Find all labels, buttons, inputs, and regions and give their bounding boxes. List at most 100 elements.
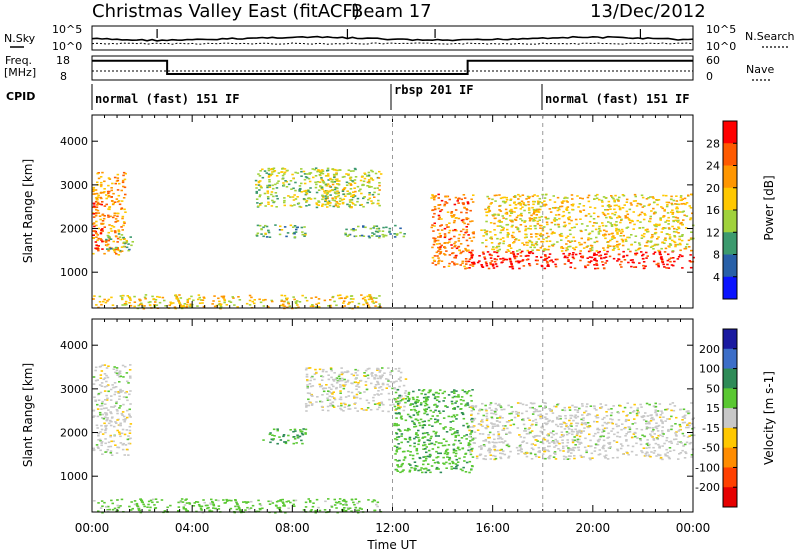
data-cell xyxy=(428,443,431,445)
data-cell xyxy=(357,391,361,393)
data-cell xyxy=(424,444,427,446)
data-cell xyxy=(119,422,122,425)
data-cell xyxy=(509,198,513,201)
data-cell xyxy=(630,234,633,236)
data-cell xyxy=(109,424,113,427)
noise-tick-left-bottom: 10^0 xyxy=(52,40,82,53)
data-cell xyxy=(661,458,664,461)
data-cell xyxy=(331,396,334,398)
data-cell xyxy=(344,195,347,197)
data-cell xyxy=(575,422,578,424)
data-cell xyxy=(543,422,547,424)
data-cell xyxy=(393,381,396,383)
data-cell xyxy=(498,221,502,223)
data-cell xyxy=(379,386,383,388)
data-cell xyxy=(138,509,142,512)
data-cell xyxy=(408,470,411,473)
data-cell xyxy=(553,217,557,219)
data-cell xyxy=(610,217,613,220)
data-cell xyxy=(149,304,152,307)
data-cell xyxy=(466,244,470,247)
data-cell xyxy=(473,442,476,444)
data-cell xyxy=(670,442,673,444)
data-cell xyxy=(287,507,290,510)
data-cell xyxy=(511,410,515,413)
data-cell xyxy=(628,426,632,429)
data-cell xyxy=(471,265,475,267)
data-cell xyxy=(622,453,625,455)
data-cell xyxy=(486,251,490,253)
data-cell xyxy=(217,499,220,502)
data-cell xyxy=(667,428,670,431)
data-cell xyxy=(110,296,113,299)
data-cell xyxy=(301,231,304,233)
data-cell xyxy=(455,414,459,416)
data-cell xyxy=(597,453,601,456)
data-cell xyxy=(492,454,495,457)
data-cell xyxy=(619,405,622,407)
data-cell xyxy=(506,228,509,231)
data-cell xyxy=(370,186,373,188)
data-cell xyxy=(683,214,686,217)
data-cell xyxy=(304,403,308,405)
data-cell xyxy=(555,423,558,426)
data-cell xyxy=(569,424,572,427)
data-cell xyxy=(499,449,502,452)
data-cell xyxy=(467,444,470,446)
data-cell xyxy=(566,441,570,444)
data-cell xyxy=(110,189,113,192)
data-cell xyxy=(300,432,304,435)
data-cell xyxy=(347,182,351,185)
nsky-label: N.Sky xyxy=(4,32,36,45)
data-cell xyxy=(687,426,690,429)
data-cell xyxy=(551,420,555,422)
data-cell xyxy=(470,252,473,255)
data-cell xyxy=(336,195,339,198)
data-cell xyxy=(182,305,185,308)
data-cell xyxy=(656,203,659,206)
data-cell xyxy=(411,420,414,423)
data-cell xyxy=(378,303,381,305)
data-cell xyxy=(611,196,614,199)
data-cell xyxy=(543,226,546,228)
data-cell xyxy=(119,391,123,393)
data-cell xyxy=(435,406,439,408)
data-cell xyxy=(219,304,222,307)
data-cell xyxy=(343,371,347,373)
data-cell xyxy=(374,384,378,386)
data-cell xyxy=(360,175,364,178)
data-cell xyxy=(158,296,161,298)
data-cell xyxy=(470,400,473,402)
data-cell xyxy=(488,431,492,434)
data-cell xyxy=(361,297,365,300)
data-cell xyxy=(218,300,221,303)
data-cell xyxy=(573,455,576,457)
data-cell xyxy=(531,413,535,415)
data-cell xyxy=(455,400,458,403)
data-cell xyxy=(321,194,324,197)
data-cell xyxy=(118,407,121,409)
data-cell xyxy=(110,196,113,198)
data-cell xyxy=(396,460,399,462)
data-cell xyxy=(665,233,669,235)
data-cell xyxy=(140,303,144,306)
data-cell xyxy=(164,305,167,307)
data-cell xyxy=(502,441,505,444)
data-cell xyxy=(531,252,535,255)
data-cell xyxy=(464,258,468,260)
data-cell xyxy=(304,506,308,508)
data-cell xyxy=(116,499,119,501)
data-cell xyxy=(315,401,318,403)
data-cell xyxy=(416,419,420,422)
data-cell xyxy=(564,255,567,258)
data-cell xyxy=(128,369,132,371)
data-cell xyxy=(362,303,365,306)
data-cell xyxy=(615,221,618,223)
data-cell xyxy=(416,412,420,414)
data-cell xyxy=(569,414,572,417)
data-cell xyxy=(468,471,471,474)
data-cell xyxy=(105,244,109,247)
data-cell xyxy=(118,390,122,392)
data-cell xyxy=(690,193,694,196)
data-cell xyxy=(587,194,591,197)
